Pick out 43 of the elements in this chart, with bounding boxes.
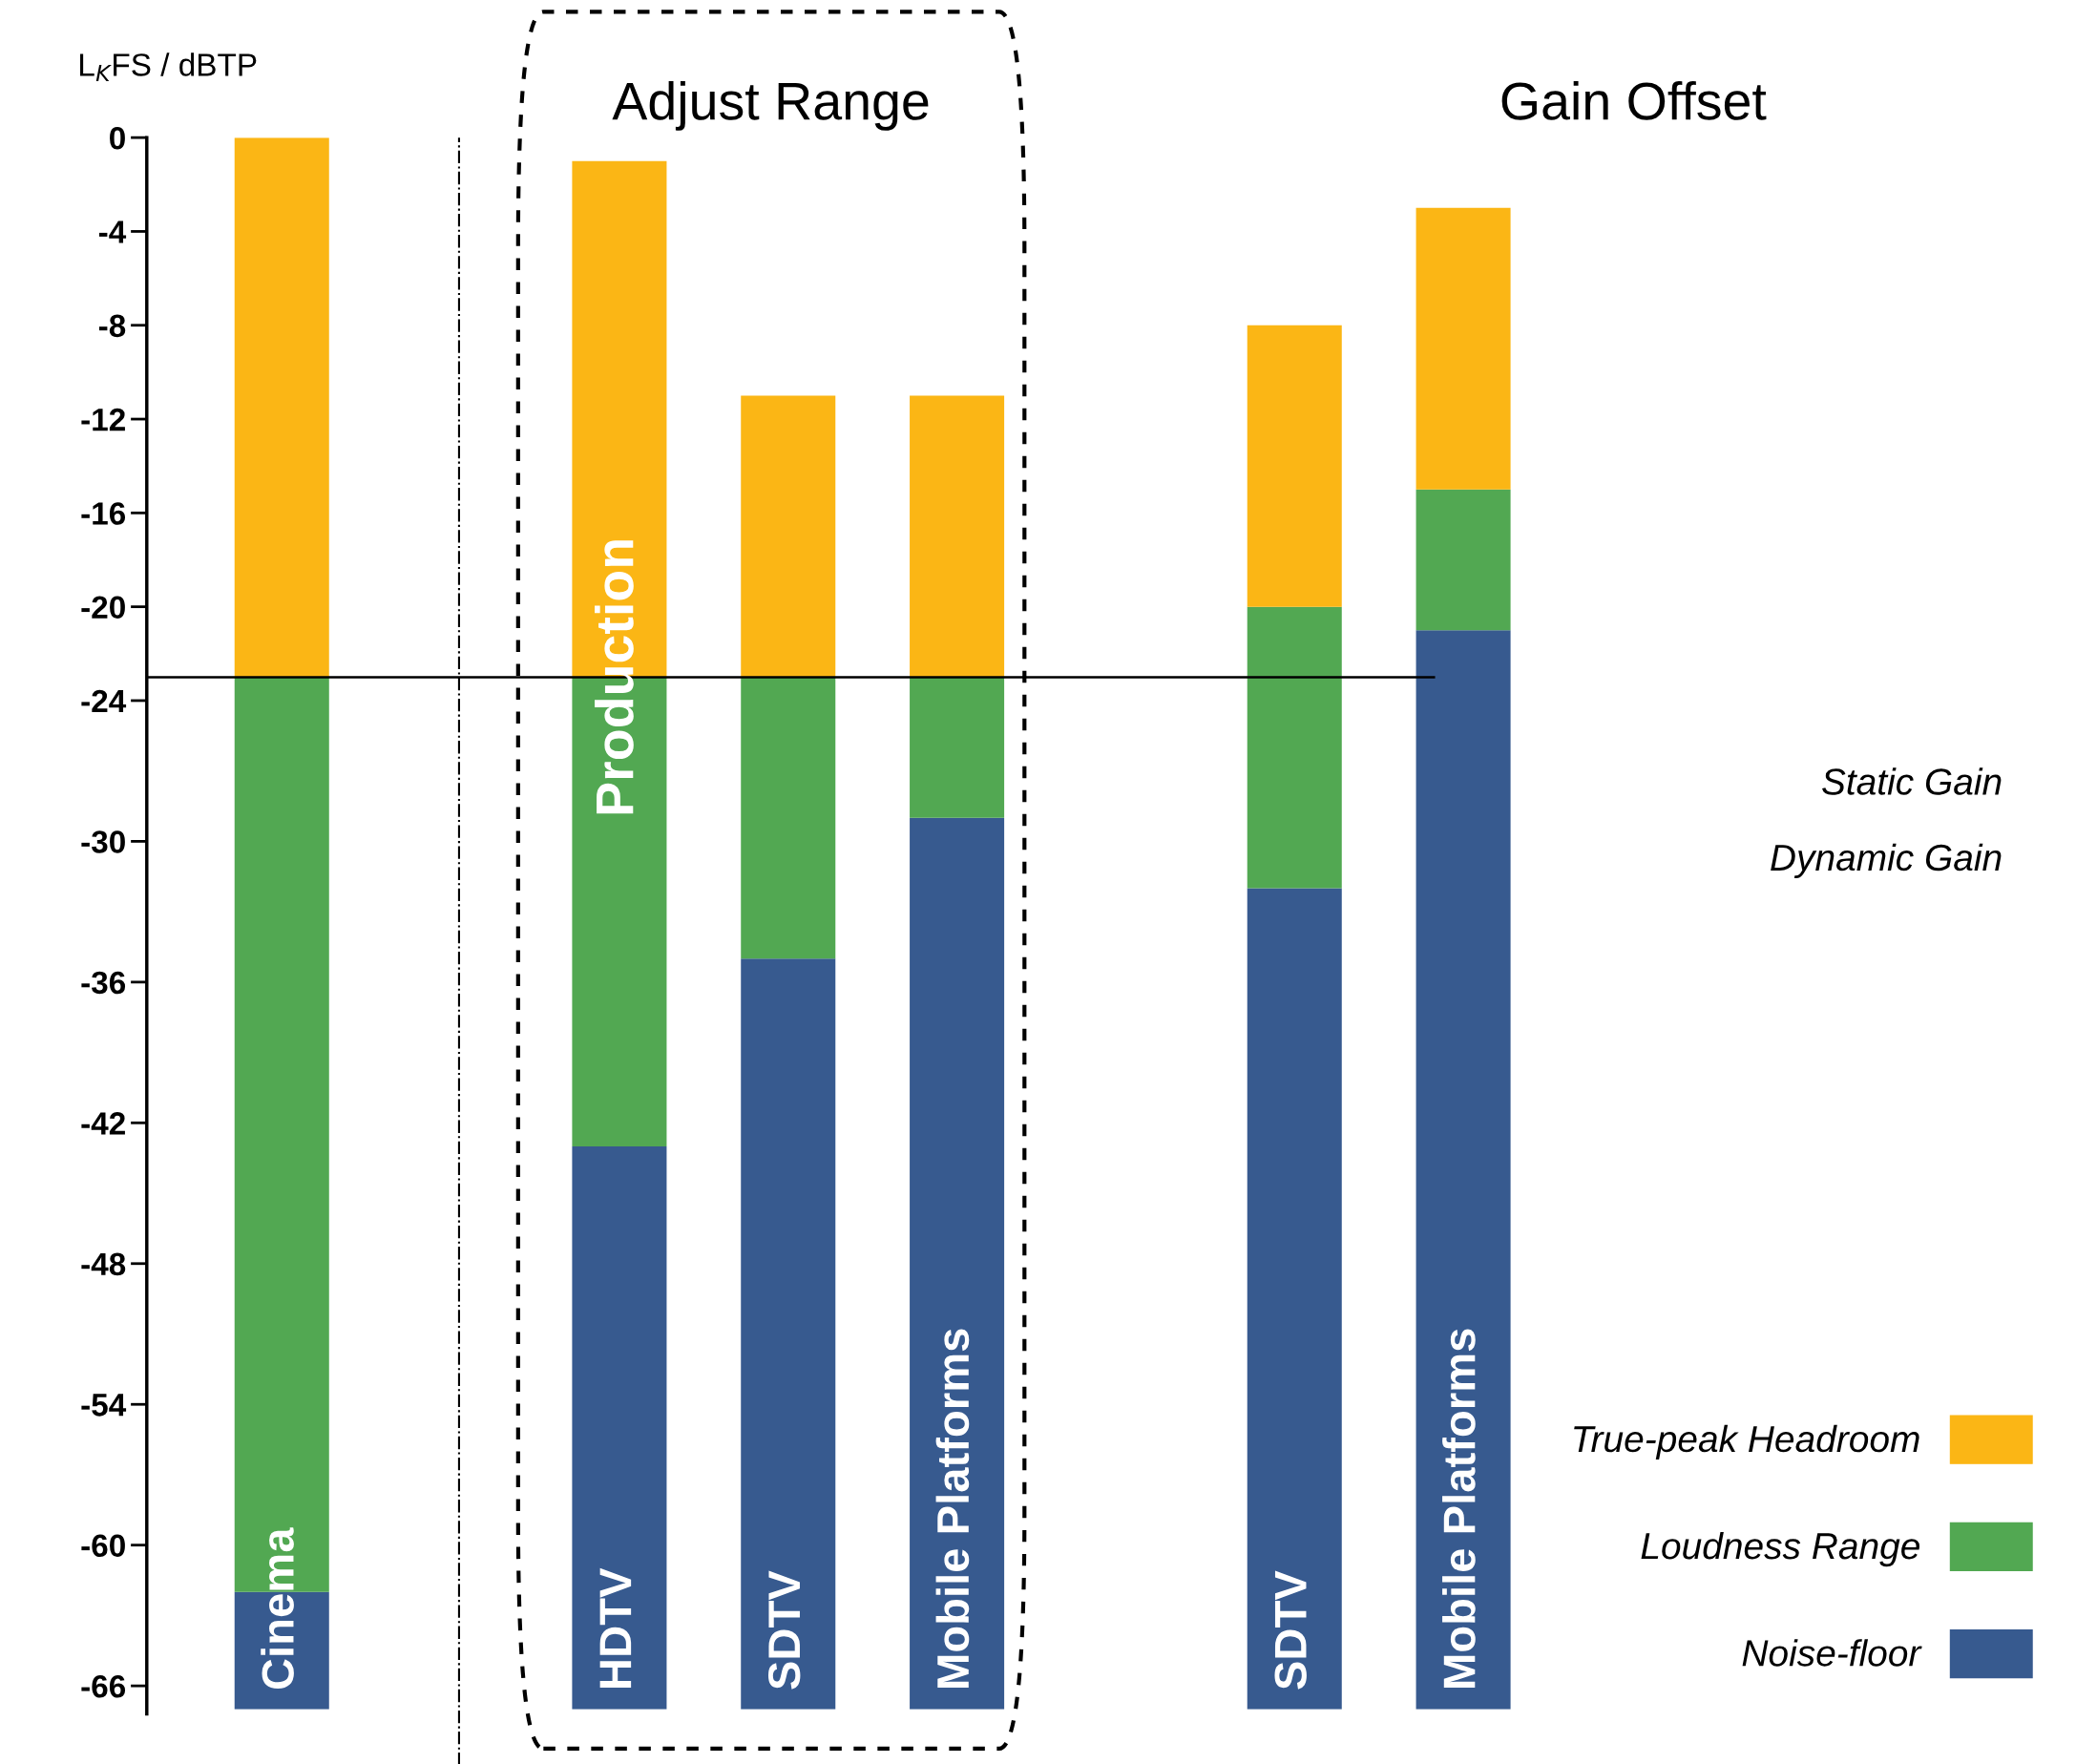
bar <box>1415 489 1511 631</box>
x-tick-label: Cinema <box>261 1527 294 1690</box>
bar <box>741 958 836 1710</box>
y-tick-label: -60 <box>81 1534 125 1558</box>
y-tick-label: -12 <box>81 408 125 431</box>
bar <box>910 817 1005 1710</box>
bar <box>572 1145 667 1710</box>
y-tick-label: 0 <box>110 126 125 150</box>
y-tick-label: -4 <box>98 220 127 243</box>
bar <box>741 395 836 678</box>
bar <box>1247 888 1342 1710</box>
y-tick-label: -66 <box>81 1674 126 1698</box>
y-tick-label: -16 <box>81 502 126 525</box>
text: Gain Offset <box>1501 80 1767 120</box>
x-tick-label: SDTV <box>1274 1570 1307 1690</box>
text: Dynamic Gain <box>1771 843 2002 878</box>
bar <box>910 395 1005 678</box>
y-tick-label: -8 <box>98 314 126 338</box>
bar <box>1247 325 1342 607</box>
bar <box>1247 606 1342 889</box>
bar <box>1415 630 1511 1710</box>
bar <box>741 677 836 959</box>
y-tick-label: -48 <box>81 1252 126 1276</box>
text: Adjust Range <box>612 80 929 131</box>
y-tick-label: -30 <box>81 830 125 853</box>
y-axis-title: L$_{K}$FS / dBTP <box>80 52 257 81</box>
legend-label: Noise-floor <box>1742 1639 1922 1667</box>
text: Static Gain <box>1822 767 2002 795</box>
x-tick-label: Mobile Platforms <box>1442 1329 1476 1688</box>
legend-label: Loudness Range <box>1641 1531 1919 1567</box>
x-tick-label: SDTV <box>767 1570 801 1690</box>
y-tick-label: -42 <box>81 1112 125 1135</box>
y-tick-label: -36 <box>81 971 126 995</box>
bar <box>234 137 329 678</box>
y-tick-label: -24 <box>81 689 127 713</box>
annotation: Production <box>595 540 634 814</box>
x-tick-label: HDTV <box>599 1567 632 1688</box>
y-tick-label: -54 <box>81 1394 127 1417</box>
x-tick-label: Mobile Platforms <box>935 1329 970 1688</box>
legend-label: True-peak Headroom <box>1574 1424 1919 1460</box>
bar <box>910 677 1005 818</box>
y-tick-label: -20 <box>81 596 125 620</box>
bar <box>1415 207 1511 490</box>
